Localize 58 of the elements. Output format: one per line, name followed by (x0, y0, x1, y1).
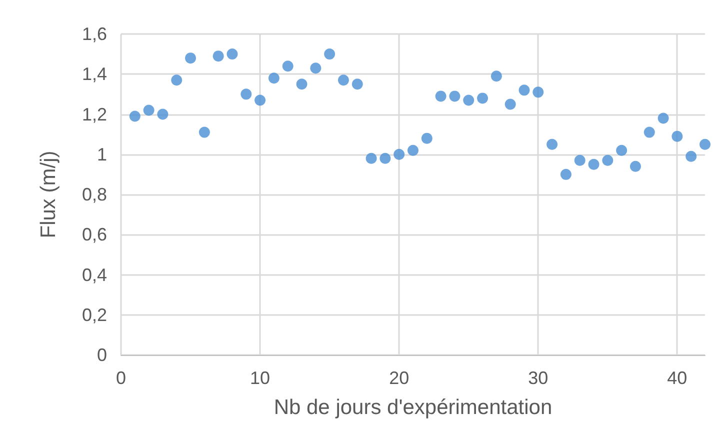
point (212, 50, 224, 62)
x-axis-title: Nb de jours d'expérimentation (274, 396, 552, 419)
point (310, 62, 322, 74)
point (449, 90, 460, 102)
x-tick-label: 40 (667, 368, 688, 388)
point (380, 152, 391, 164)
y-tick-label: 0,4 (82, 264, 107, 285)
point (616, 144, 628, 156)
point (686, 150, 697, 162)
point (352, 78, 363, 90)
point (490, 70, 502, 82)
point (408, 144, 418, 156)
y-tick-label: 1 (96, 144, 107, 164)
point (198, 126, 210, 138)
point (477, 92, 488, 104)
x-tick-label: 20 (389, 368, 410, 388)
point (435, 90, 446, 102)
point (254, 94, 266, 106)
point (546, 138, 558, 150)
y-axis-title: Flux (m/j) (37, 150, 60, 238)
point (644, 126, 655, 138)
y-tick-label: 1,2 (82, 104, 107, 124)
point (240, 88, 252, 100)
y-tick-label: 0,6 (82, 224, 107, 245)
point (630, 160, 641, 172)
point (588, 158, 600, 170)
point (129, 110, 140, 122)
x-tick-label: 30 (528, 368, 548, 388)
point (171, 74, 182, 86)
y-tick-label: 0 (96, 345, 107, 365)
point (602, 154, 614, 166)
point (421, 132, 432, 144)
point (504, 98, 516, 110)
y-tick-label: 1,4 (82, 64, 107, 84)
point (338, 74, 349, 86)
point (366, 152, 377, 164)
x-tick-label: 10 (250, 368, 270, 388)
point (226, 48, 238, 60)
point (518, 84, 530, 96)
point (185, 52, 196, 64)
point (143, 104, 154, 116)
y-tick-label: 0,8 (82, 184, 107, 204)
point (532, 86, 544, 98)
point (394, 148, 405, 160)
point (700, 138, 710, 150)
point (658, 112, 669, 124)
point (463, 94, 474, 106)
point (296, 78, 308, 90)
point (672, 130, 683, 142)
point (268, 72, 280, 84)
x-tick-label: 0 (116, 368, 126, 388)
y-tick-label: 1,6 (82, 24, 107, 44)
point (560, 168, 572, 180)
y-tick-label: 0,2 (82, 304, 107, 325)
point (324, 48, 336, 60)
point (574, 154, 586, 166)
point (157, 108, 168, 120)
point (282, 60, 294, 72)
